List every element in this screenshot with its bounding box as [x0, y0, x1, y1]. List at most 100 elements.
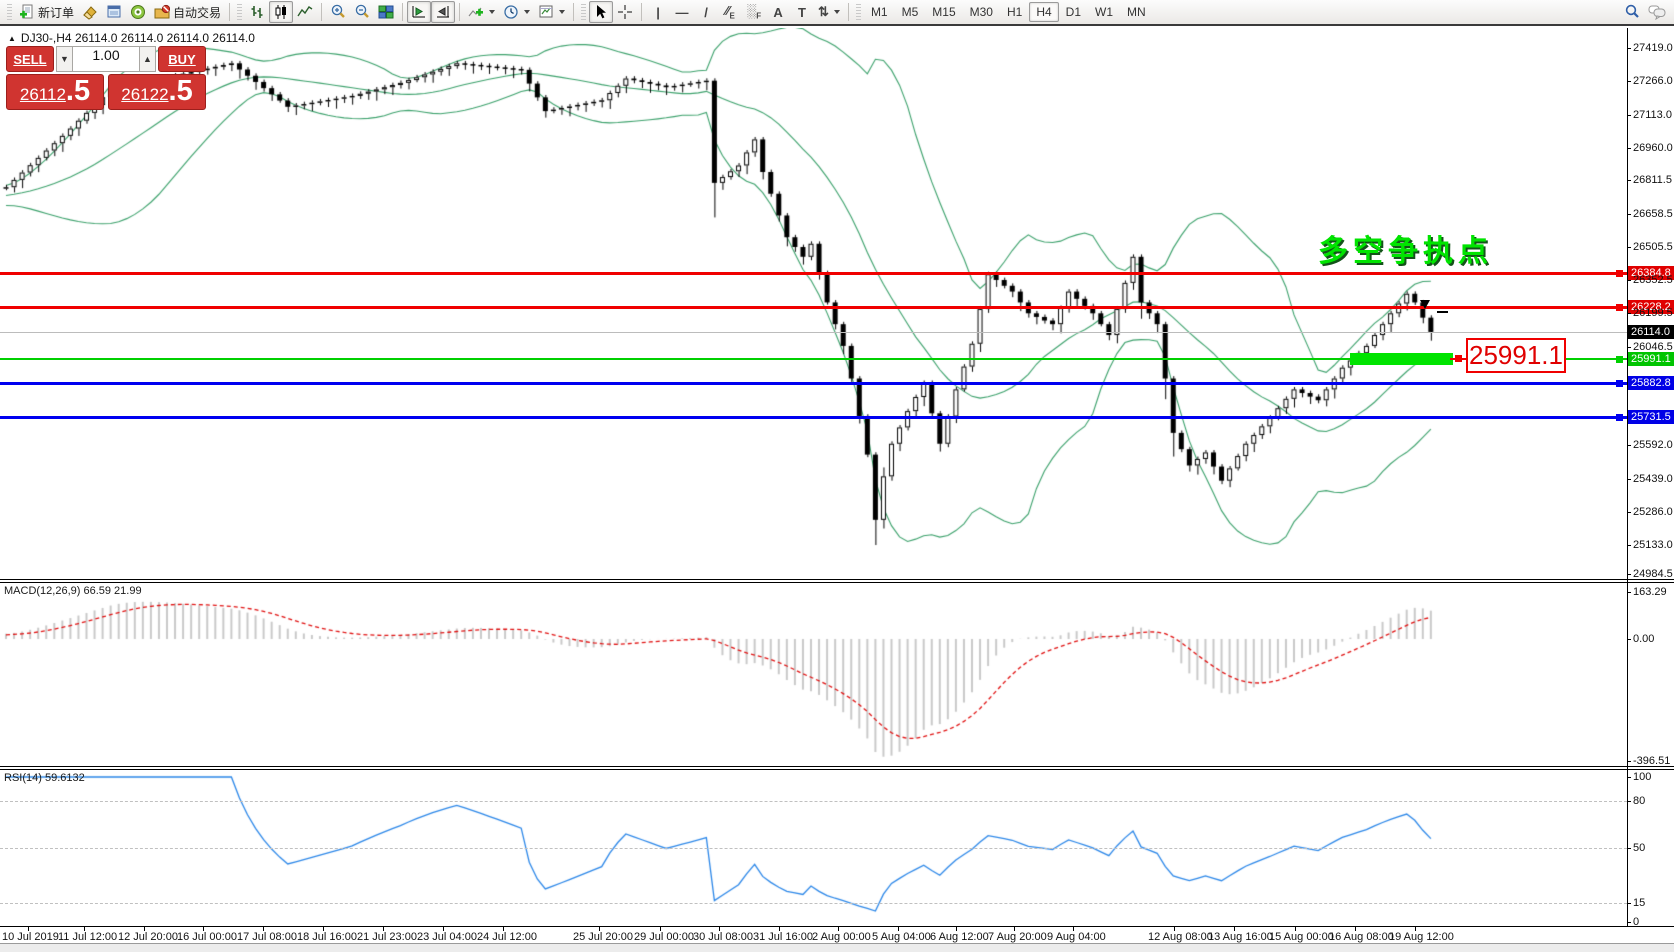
y-axis-tick-mark: [1627, 280, 1631, 281]
text-tool[interactable]: A: [766, 1, 790, 23]
resistance-line-lower[interactable]: [0, 306, 1627, 309]
resistance-line-upper[interactable]: [0, 272, 1627, 275]
y-axis-tick: 26960.0: [1633, 142, 1673, 154]
autotrade-button[interactable]: 自动交易: [150, 1, 225, 23]
x-axis-label: 13 Aug 16:00: [1208, 931, 1273, 943]
text-label-tool[interactable]: T: [790, 1, 814, 23]
rsi-level-line: [0, 801, 1627, 802]
support-line-lower[interactable]: [0, 416, 1627, 419]
chart-title-text: DJ30-,H4 26114.0 26114.0 26114.0 26114.0: [20, 31, 255, 45]
line-chart-button[interactable]: [293, 1, 317, 23]
pivot-line[interactable]: [0, 358, 1627, 360]
pivot-highlight-bar[interactable]: [1350, 353, 1453, 365]
chart-shift-button[interactable]: [407, 1, 432, 23]
candlestick-chart-button[interactable]: [269, 1, 294, 23]
market-watch-button[interactable]: [102, 1, 126, 23]
price-callout-box[interactable]: 25991.1: [1466, 338, 1566, 373]
volume-input[interactable]: 1.00: [73, 46, 139, 72]
y-axis-tick: 50: [1633, 842, 1646, 854]
support-line-upper[interactable]: [0, 382, 1627, 385]
horizontal-line-tool[interactable]: —: [670, 1, 694, 23]
resistance-line-lower-anchor[interactable]: [1616, 304, 1623, 311]
timeframe-m5[interactable]: M5: [901, 5, 919, 19]
toolbar-separator: [229, 3, 231, 21]
buy-price[interactable]: 26122.5: [108, 74, 206, 110]
price-chart-canvas[interactable]: [0, 28, 1627, 926]
trendline-icon: /: [704, 4, 708, 20]
y-axis-tick-mark: [1627, 445, 1631, 446]
x-axis-tick-mark: [1295, 927, 1296, 931]
y-axis-tick-mark: [1627, 247, 1631, 248]
tile-windows-button[interactable]: [374, 1, 398, 23]
timeframe-d1[interactable]: D1: [1065, 5, 1081, 19]
zoom-in-button[interactable]: [326, 1, 350, 23]
indicators-icon: [468, 4, 484, 20]
line-chart-icon: [297, 4, 313, 20]
timeframe-h1[interactable]: H1: [1006, 5, 1023, 19]
chat-button[interactable]: [1644, 1, 1670, 23]
resistance-line-upper-price-label: 26384.8: [1628, 266, 1674, 280]
arrows-tool[interactable]: ⇅: [814, 1, 844, 23]
x-axis-tick-mark: [1174, 927, 1175, 931]
buy-button[interactable]: BUY: [158, 46, 206, 72]
support-line-lower-anchor[interactable]: [1616, 414, 1623, 421]
search-icon: [1624, 4, 1640, 20]
vertical-line-tool[interactable]: |: [646, 1, 670, 23]
callout-anchor-square[interactable]: [1455, 355, 1462, 362]
panel-separator[interactable]: [0, 766, 1674, 767]
toolbar-grip[interactable]: [237, 4, 243, 20]
x-axis-tick-mark: [956, 927, 957, 931]
volume-decrease-button[interactable]: ▼: [56, 46, 73, 72]
fibonacci-tool[interactable]: ░F: [742, 1, 766, 23]
current-price-line-price-label: 26114.0: [1628, 325, 1674, 339]
bar-chart-button[interactable]: [245, 1, 269, 23]
current-price-line[interactable]: [0, 332, 1627, 333]
support-line-upper-anchor[interactable]: [1616, 380, 1623, 387]
timeframe-m30[interactable]: M30: [969, 5, 993, 19]
templates-button[interactable]: [534, 1, 569, 23]
dropdown-caret-icon: [489, 10, 496, 14]
eraser-button[interactable]: [78, 1, 102, 23]
crosshair-button[interactable]: [613, 1, 637, 23]
chart-shift-icon: [411, 4, 427, 20]
resistance-line-upper-anchor[interactable]: [1616, 270, 1623, 277]
expand-arrow-icon[interactable]: ▲: [8, 33, 16, 43]
chart-area[interactable]: 26384.8 26228.2 26114.0 25991.1 25882.8 25731…: [0, 28, 1674, 952]
panel-separator[interactable]: [0, 769, 1674, 770]
x-axis-label: 30 Jul 08:00: [693, 931, 753, 943]
price-axis-line[interactable]: [1627, 28, 1628, 926]
pivot-line-anchor[interactable]: [1616, 356, 1623, 363]
toolbar-grip[interactable]: [855, 4, 861, 20]
search-button[interactable]: [1620, 1, 1644, 23]
zoom-out-button[interactable]: [350, 1, 374, 23]
indicators-button[interactable]: [464, 1, 499, 23]
timeframe-w1[interactable]: W1: [1095, 5, 1113, 19]
time-axis-line[interactable]: [0, 926, 1674, 927]
panel-separator[interactable]: [0, 579, 1674, 580]
sell-price[interactable]: 26112.5: [6, 74, 104, 110]
cursor-button[interactable]: [589, 1, 614, 23]
clock-icon: [503, 4, 519, 20]
toolbar-grip[interactable]: [581, 4, 587, 20]
volume-increase-button[interactable]: ▲: [139, 46, 156, 72]
signals-button[interactable]: [126, 1, 150, 23]
y-axis-tick-mark: [1627, 180, 1631, 181]
y-axis-tick: -396.51: [1633, 755, 1671, 767]
periods-button[interactable]: [499, 1, 534, 23]
trendline-tool[interactable]: /: [694, 1, 718, 23]
panel-separator[interactable]: [0, 582, 1674, 583]
timeframe-h4[interactable]: H4: [1029, 2, 1059, 22]
toolbar-grip[interactable]: [7, 4, 12, 20]
x-axis-label: 24 Jul 12:00: [477, 931, 537, 943]
auto-scroll-button[interactable]: [431, 1, 456, 23]
timeframe-m15[interactable]: M15: [932, 5, 956, 19]
timeframe-mn[interactable]: MN: [1127, 5, 1146, 19]
x-axis-tick-mark: [28, 927, 29, 931]
x-axis-label: 11 Jul 12:00: [58, 931, 118, 943]
timeframe-m1[interactable]: M1: [870, 5, 888, 19]
contention-annotation[interactable]: 多空争执点: [1318, 235, 1493, 268]
new-order-button[interactable]: 新订单: [15, 1, 78, 23]
toolbar-separator: [573, 3, 575, 21]
equidistant-channel-tool[interactable]: ∕∕E: [718, 1, 742, 23]
sell-button[interactable]: SELL: [6, 46, 54, 72]
